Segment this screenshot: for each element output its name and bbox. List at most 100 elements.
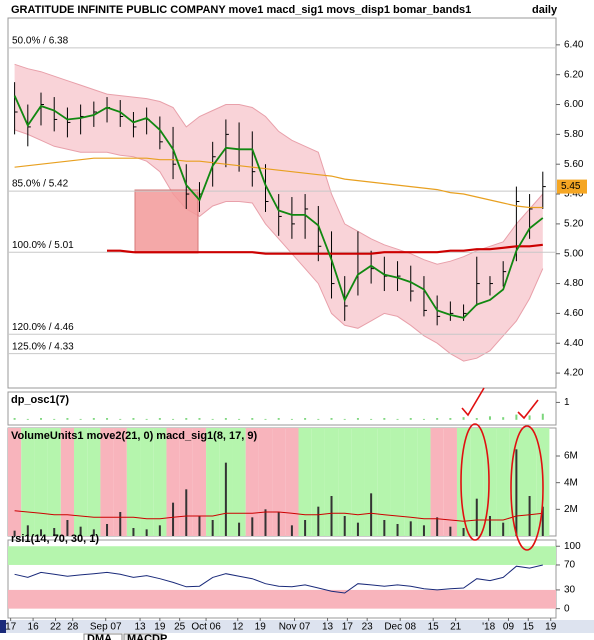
y-tick-label: 2M xyxy=(564,504,578,515)
bar xyxy=(317,506,320,536)
y-tick-label: 6M xyxy=(564,451,578,462)
x-tick-label: 13 xyxy=(322,622,334,633)
bar xyxy=(343,418,346,420)
bar xyxy=(13,530,16,536)
shading xyxy=(430,428,444,536)
bar xyxy=(383,418,386,420)
y-tick-label: 5.80 xyxy=(564,129,584,140)
y-tick-label: 70 xyxy=(564,560,576,571)
y-tick-label: 5.60 xyxy=(564,159,584,170)
chart-title: GRATITUDE INFINITE PUBLIC COMPANY move1 … xyxy=(11,4,471,16)
bar xyxy=(356,522,359,536)
panel: 1 dp_osc1(7) xyxy=(7,391,570,426)
bar xyxy=(304,520,307,536)
bar xyxy=(251,418,254,420)
tab-label[interactable]: MACDP xyxy=(127,633,167,640)
shading xyxy=(285,428,299,536)
x-tick-label: 19 xyxy=(545,622,557,633)
y-tick-label: 5.40 xyxy=(564,189,584,200)
bar xyxy=(370,493,373,536)
shading xyxy=(60,428,75,536)
y-tick-label: 5.00 xyxy=(564,248,584,259)
bar xyxy=(317,418,320,420)
bar xyxy=(370,418,373,420)
shading xyxy=(206,428,220,536)
bar xyxy=(119,512,122,536)
shading xyxy=(338,428,352,536)
bar xyxy=(488,416,491,420)
x-tick-label: 17 xyxy=(5,622,17,633)
bar xyxy=(211,418,214,420)
bar xyxy=(158,418,161,420)
bar xyxy=(515,449,518,536)
band-upper xyxy=(14,63,544,265)
shading xyxy=(47,428,61,536)
shading xyxy=(87,428,101,536)
bar xyxy=(436,517,439,536)
shading xyxy=(179,428,193,536)
bar xyxy=(185,418,188,420)
bar xyxy=(449,418,452,420)
y-tick-label: 6.00 xyxy=(564,99,584,110)
bar xyxy=(119,418,122,420)
x-tick-label: Dec 08 xyxy=(384,622,416,633)
period: daily xyxy=(532,4,558,16)
shading xyxy=(298,428,312,536)
x-tick-label: 19 xyxy=(255,622,267,633)
shading xyxy=(153,428,167,536)
x-tick-label: 25 xyxy=(174,622,186,633)
panel: 2M 4M 6M VolumeUnits1 move2(21, 0) macd_sig… xyxy=(7,427,578,537)
bar xyxy=(172,418,175,420)
panel-title: rsi1(14, 70, 30, 1) xyxy=(11,533,99,545)
fib-label: 85.0% / 5.42 xyxy=(12,179,69,190)
bar xyxy=(515,414,518,420)
x-tick-label: 15 xyxy=(523,622,535,633)
moving-average xyxy=(13,95,544,319)
bar xyxy=(238,522,241,536)
bar xyxy=(277,512,280,536)
bar xyxy=(462,417,465,420)
tab-label[interactable]: DMA xyxy=(87,633,112,640)
shading xyxy=(272,428,286,536)
x-tick-label: Nov 07 xyxy=(279,622,311,633)
shading xyxy=(351,428,365,536)
tab[interactable] xyxy=(123,633,163,640)
bar xyxy=(356,418,359,420)
fib-label: 125.0% / 4.33 xyxy=(12,341,74,352)
rsi-band xyxy=(8,546,556,565)
bar xyxy=(224,418,227,420)
x-tick-label: 19 xyxy=(154,622,166,633)
bar xyxy=(264,418,267,420)
x-tick-label: 17 xyxy=(342,622,354,633)
x-tick-label: 28 xyxy=(67,622,79,633)
shading xyxy=(74,428,88,536)
bar xyxy=(502,522,505,536)
bar xyxy=(79,418,82,420)
bar xyxy=(422,418,425,420)
bar xyxy=(198,418,201,420)
shading xyxy=(140,428,154,536)
fib-label: 120.0% / 4.46 xyxy=(12,322,74,333)
y-tick-label: 5.20 xyxy=(564,219,584,230)
y-tick-label: 4M xyxy=(564,477,578,488)
bar xyxy=(53,418,56,420)
bar xyxy=(462,528,465,536)
date-axis-edge xyxy=(0,620,6,633)
bar xyxy=(528,415,531,420)
y-tick-label: 100 xyxy=(564,541,581,552)
y-tick-label: 6.20 xyxy=(564,69,584,80)
band-lower xyxy=(14,129,544,362)
bar xyxy=(106,418,109,420)
bar xyxy=(26,418,29,420)
x-tick-label: 21 xyxy=(450,622,462,633)
bar xyxy=(290,418,293,420)
shading xyxy=(100,428,114,536)
y-tick-label: 4.60 xyxy=(564,308,584,319)
shading xyxy=(522,428,537,536)
bar xyxy=(198,516,201,536)
tab[interactable] xyxy=(83,633,123,640)
bar xyxy=(66,520,69,536)
check-mark xyxy=(461,387,485,417)
shading xyxy=(404,428,418,536)
bar xyxy=(383,520,386,536)
